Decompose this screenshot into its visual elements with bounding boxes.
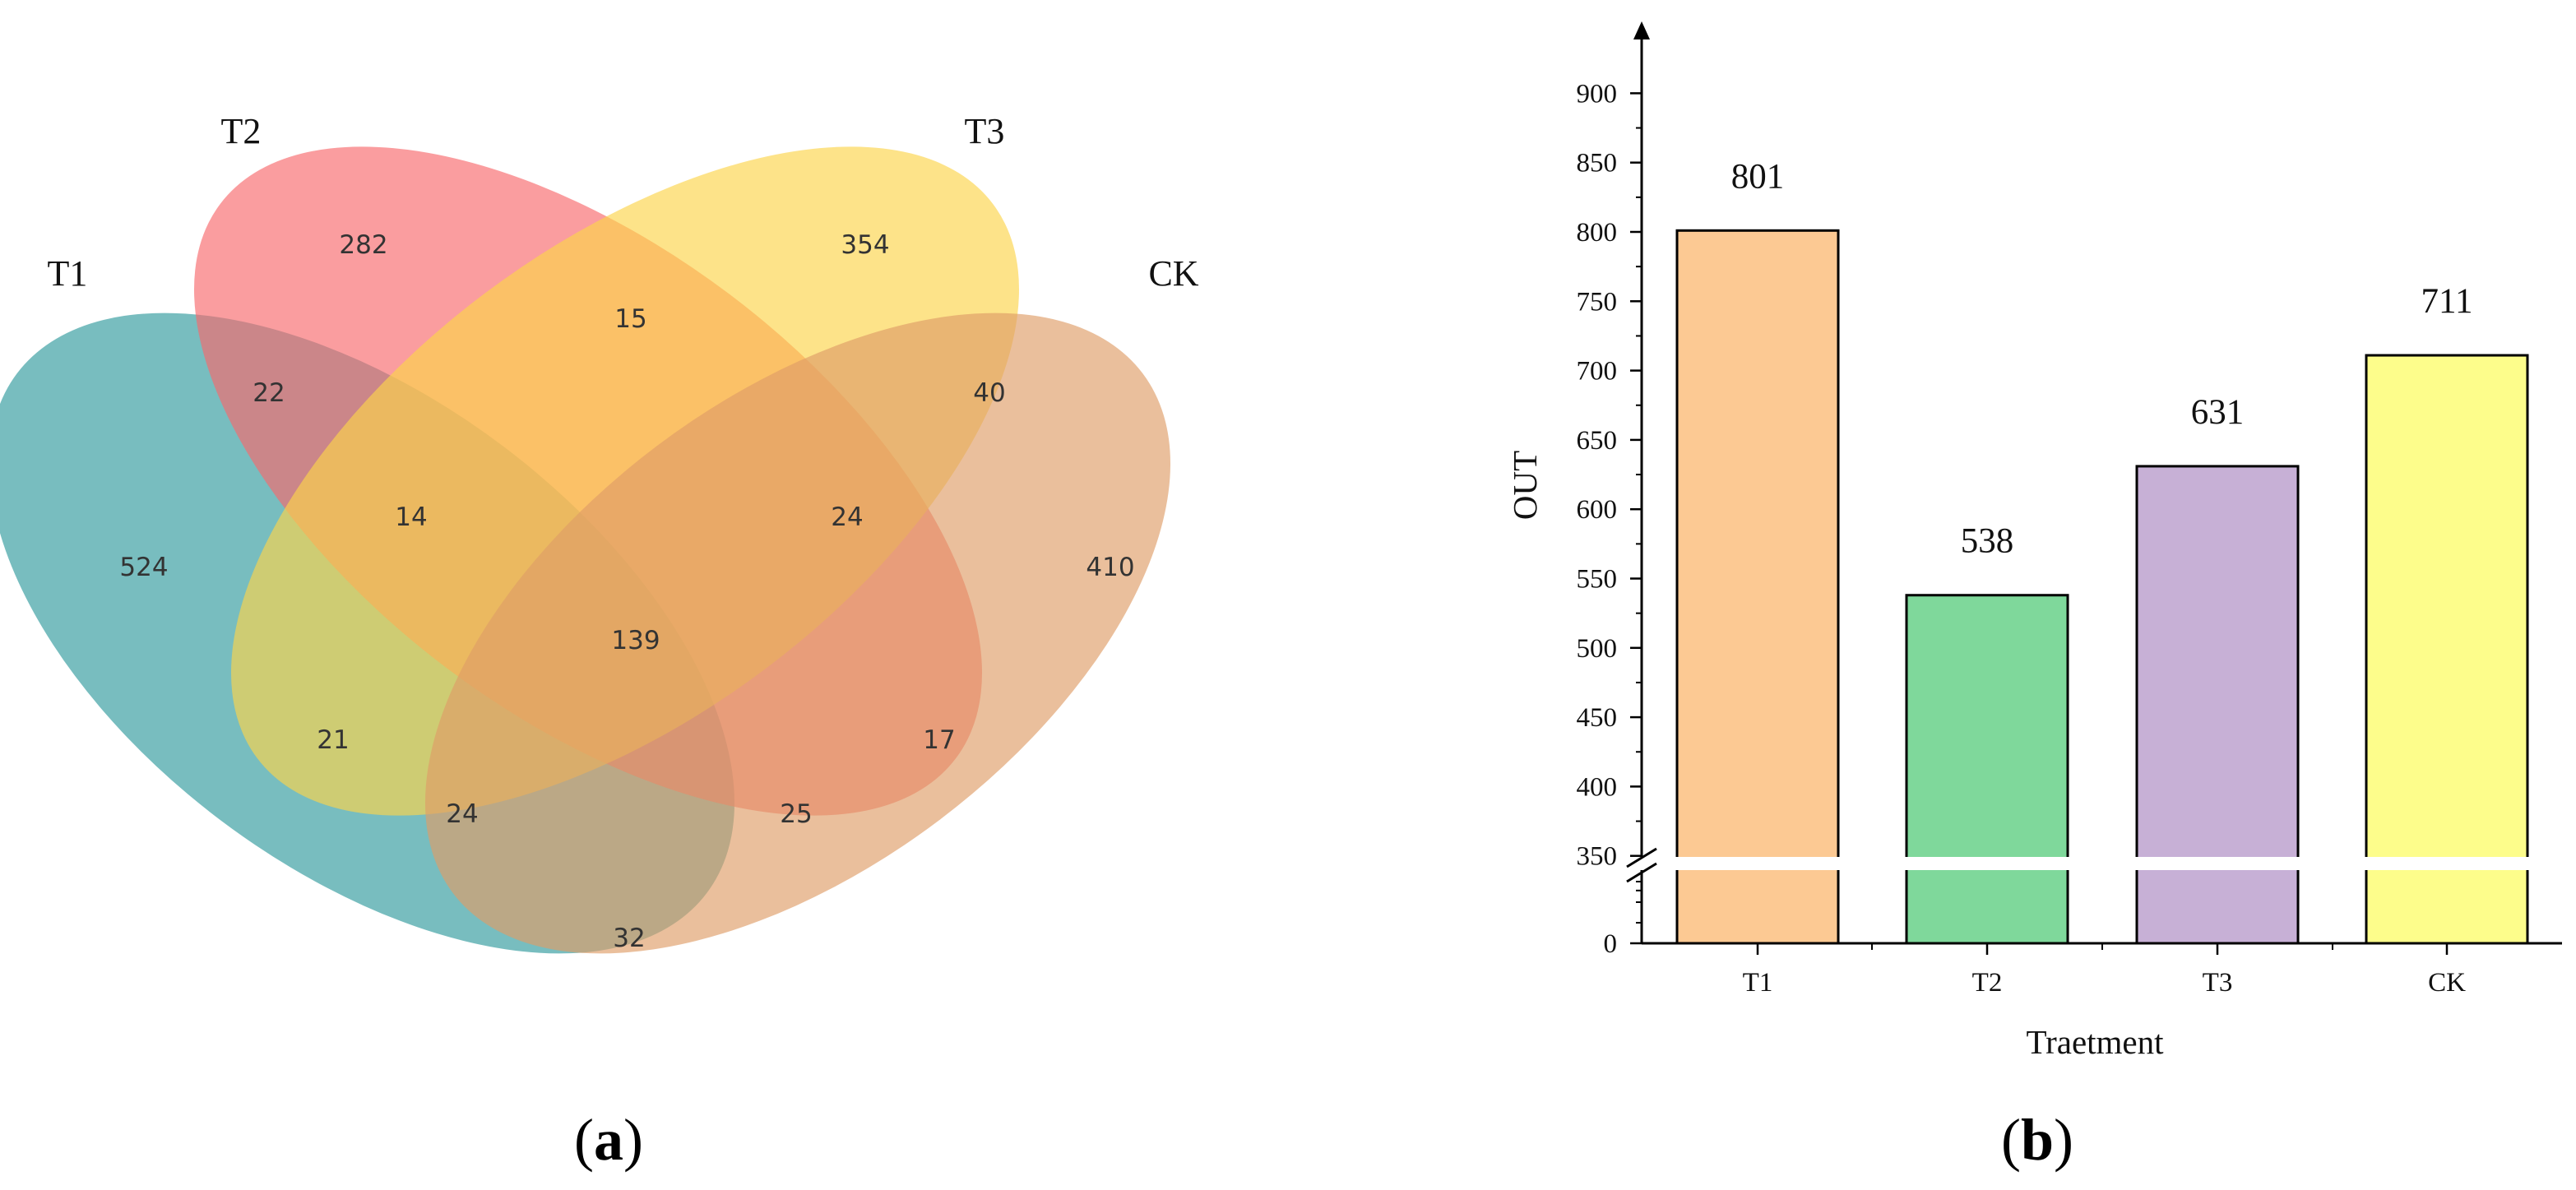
venn-set-label-t3: T3 [965, 111, 1005, 151]
axis-break-mark-upper [1626, 847, 1657, 868]
venn-region-ck-only: 410 [1086, 553, 1134, 582]
y-axis-arrow [1633, 21, 1650, 39]
bar-t2 [1905, 594, 2069, 945]
venn-region-t1-t2: 22 [253, 378, 285, 408]
x-tick-label-t2: T2 [1972, 968, 2003, 998]
y-tick-label-0: 0 [1604, 929, 1618, 959]
venn-region-t1-ck: 32 [613, 924, 645, 953]
venn-region-t1-t2-ck: 25 [780, 799, 812, 829]
bar-value-label-t2: 538 [1961, 522, 2014, 561]
y-tick-label-750: 750 [1577, 287, 1618, 317]
venn-region-t2-t3: 15 [614, 304, 646, 334]
x-axis-title: Traetment [2026, 1023, 2164, 1061]
axis-break-band [1617, 857, 2562, 870]
x-tick-label-t3: T3 [2203, 968, 2233, 998]
venn-region-t3-only: 354 [841, 230, 889, 260]
bar-chart: 350 400 450 500 550 600 650 700 750 800 850 900 0 801… [1506, 21, 2562, 1061]
venn-region-t1-t2-t3: 14 [395, 502, 427, 532]
venn-region-t3-ck: 40 [973, 378, 1005, 408]
bar-ck [2365, 354, 2529, 945]
venn-set-label-t2: T2 [221, 111, 262, 151]
venn-ellipse-ck [424, 313, 1171, 954]
bar-value-label-t1: 801 [1731, 157, 1785, 196]
venn-diagram: T1 T2 T3 CK 524 282 354 410 22 15 40 32 21 17 14 24 24 25… [0, 111, 1199, 954]
bar-value-label-t3: 631 [2191, 393, 2245, 432]
venn-region-t2-only: 282 [339, 230, 387, 260]
venn-region-t1-t2-t3-ck: 139 [611, 626, 660, 655]
axis-break-mark-lower [1626, 862, 1657, 883]
panel-label-b: (b) [2001, 1107, 2073, 1173]
venn-region-t1-t3-ck: 24 [446, 799, 478, 829]
venn-region-t1-t3: 21 [317, 725, 349, 755]
y-tick-label-550: 550 [1577, 565, 1618, 595]
panel-labels: (a) (b) [574, 1107, 2073, 1173]
y-tick-label-400: 400 [1577, 772, 1618, 802]
venn-set-label-ck: CK [1148, 253, 1198, 294]
y-tick-label-600: 600 [1577, 495, 1618, 525]
x-tick-label-ck: CK [2428, 968, 2466, 998]
y-tick-label-800: 800 [1577, 218, 1618, 248]
y-tick-label-700: 700 [1577, 357, 1618, 387]
y-tick-label-350: 350 [1577, 842, 1618, 872]
venn-set-label-t1: T1 [48, 253, 88, 294]
y-tick-label-450: 450 [1577, 703, 1618, 733]
y-axis-title: OUT [1506, 451, 1544, 520]
venn-region-t2-t3-ck: 24 [831, 502, 863, 532]
y-tick-label-500: 500 [1577, 634, 1618, 664]
bar-t3 [2135, 465, 2300, 945]
bar-t1 [1675, 229, 1840, 945]
panel-label-a: (a) [574, 1107, 643, 1173]
y-tick-label-850: 850 [1577, 149, 1618, 178]
venn-region-t2-ck: 17 [923, 725, 955, 755]
y-tick-label-900: 900 [1577, 79, 1618, 109]
y-tick-label-650: 650 [1577, 426, 1618, 456]
x-tick-label-t1: T1 [1743, 968, 1773, 998]
venn-region-t1-only: 524 [119, 553, 168, 582]
bar-value-label-ck: 711 [2421, 282, 2473, 321]
